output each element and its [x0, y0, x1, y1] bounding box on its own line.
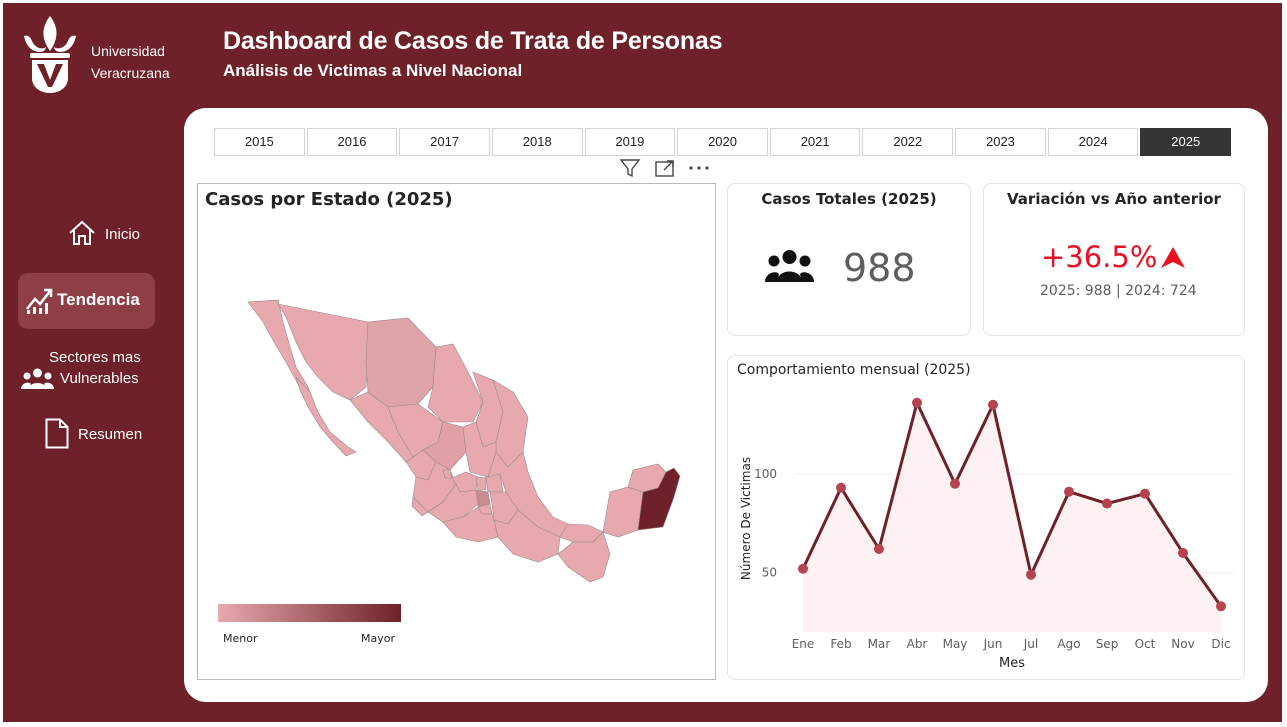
- filter-icon[interactable]: [619, 159, 641, 178]
- year-button-2024[interactable]: 2024: [1047, 128, 1139, 156]
- university-line2: Veracruzana: [91, 65, 170, 81]
- people-group-icon: [765, 250, 814, 282]
- trend-chart-icon: [26, 288, 53, 314]
- data-point-mar: [874, 544, 884, 555]
- year-button-2021[interactable]: 2021: [769, 128, 861, 156]
- sidebar-item-resumen[interactable]: Resumen: [45, 418, 145, 450]
- x-tick-label: Feb: [830, 637, 851, 651]
- map-title: Casos por Estado (2025): [205, 189, 453, 210]
- page-title: Dashboard de Casos de Trata de Personas: [223, 27, 723, 55]
- university-name: Universidad Veracruzana: [91, 40, 170, 84]
- x-tick-label: Mar: [868, 637, 891, 651]
- x-tick-label: May: [943, 637, 968, 651]
- kpi-variation-title: Variación vs Año anterior: [1007, 190, 1221, 208]
- sidebar-item-label: Resumen: [78, 426, 143, 443]
- year-button-2023[interactable]: 2023: [955, 128, 1046, 156]
- year-button-2016[interactable]: 2016: [306, 128, 398, 156]
- x-tick-label: Jul: [1023, 637, 1038, 651]
- monthly-line-chart[interactable]: 50 100 Ene Feb Mar Abr May Jun Jul Ago Sep Oct Nov Di…: [727, 355, 1243, 678]
- visual-toolbar: [619, 159, 709, 178]
- state-baja-california: [247, 299, 311, 393]
- map-color-legend: [218, 604, 401, 622]
- year-button-2019[interactable]: 2019: [584, 128, 676, 156]
- map-card: Casos por Estado (2025): [197, 183, 716, 680]
- x-tick-label: Nov: [1171, 637, 1194, 651]
- kpi-total-title: Casos Totales (2025): [761, 190, 937, 208]
- sidebar-item-label-line2: Vulnerables: [60, 370, 139, 387]
- sidebar-item-label: Inicio: [105, 226, 141, 243]
- year-button-2017[interactable]: 2017: [399, 128, 490, 156]
- x-tick-label: Jun: [983, 637, 1003, 651]
- home-icon: [69, 220, 95, 245]
- data-point-jun: [988, 399, 998, 410]
- sidebar-item-label-line1: Sectores mas: [49, 349, 141, 366]
- legend-gradient-bar: [218, 604, 401, 622]
- y-axis-title: Número De Victimas: [739, 457, 753, 580]
- x-tick-label: Ago: [1057, 637, 1080, 651]
- people-group-icon: [21, 368, 54, 389]
- state-quintana-roo: [637, 467, 681, 531]
- state-chiapas: [557, 531, 611, 583]
- state-oaxaca: [493, 509, 561, 563]
- mexico-map[interactable]: [238, 292, 688, 592]
- kpi-variation-detail: 2025: 988 | 2024: 724: [1040, 283, 1197, 299]
- data-point-oct: [1140, 488, 1150, 499]
- data-point-sep: [1102, 498, 1112, 509]
- sidebar-item-sectores[interactable]: Sectores mas Vulnerables: [20, 348, 145, 392]
- kpi-total-value: 988: [843, 246, 916, 290]
- focus-mode-icon[interactable]: [655, 160, 674, 177]
- legend-high-label: Mayor: [361, 632, 395, 645]
- data-point-nov: [1178, 547, 1188, 558]
- data-point-abr: [912, 397, 922, 408]
- data-point-may: [950, 478, 960, 489]
- state-campeche: [602, 486, 644, 538]
- x-tick-label: Ene: [792, 637, 815, 651]
- x-tick-label: Dic: [1211, 637, 1230, 651]
- x-tick-label: Sep: [1096, 637, 1119, 651]
- data-point-feb: [836, 482, 846, 493]
- year-button-2020[interactable]: 2020: [677, 128, 768, 156]
- data-point-jul: [1026, 569, 1036, 580]
- y-tick-label: 100: [754, 467, 777, 481]
- uv-logo-icon: [24, 16, 76, 93]
- year-button-2015[interactable]: 2015: [214, 128, 305, 156]
- series-line: [801, 401, 1223, 608]
- state-guerrero: [442, 506, 499, 543]
- x-tick-label: Oct: [1135, 637, 1156, 651]
- state-sonora: [277, 303, 369, 401]
- state-coahuila: [427, 343, 484, 423]
- year-button-2025[interactable]: 2025: [1140, 128, 1232, 156]
- document-icon: [45, 418, 69, 449]
- sidebar-item-label: Tendencia: [57, 290, 140, 309]
- x-axis-title: Mes: [999, 656, 1025, 671]
- arrow-up-icon: [1161, 247, 1185, 268]
- sidebar-item-inicio[interactable]: Inicio: [68, 220, 158, 250]
- y-tick-label: 50: [762, 566, 777, 580]
- kpi-variation-card: Variación vs Año anterior: [983, 183, 1245, 336]
- kpi-variation-value: +36.5%: [1041, 240, 1158, 274]
- more-options-icon[interactable]: [689, 166, 709, 170]
- year-button-2022[interactable]: 2022: [862, 128, 954, 156]
- state-colima: [411, 496, 429, 517]
- data-point-ene: [798, 563, 808, 574]
- sidebar-item-tendencia[interactable]: Tendencia: [18, 273, 155, 329]
- university-line1: Universidad: [91, 43, 165, 59]
- legend-low-label: Menor: [223, 632, 258, 645]
- chart-title: Comportamiento mensual (2025): [737, 362, 971, 378]
- page-subtitle: Análisis de Victimas a Nivel Nacional: [223, 61, 523, 80]
- year-slicer: 2015 2016 2017 2018 2019 2020 2021 2022 2023 2024…: [214, 128, 1232, 156]
- state-queretaro: [475, 476, 487, 491]
- data-point-dic: [1216, 601, 1226, 612]
- data-point-ago: [1064, 486, 1074, 497]
- state-chihuahua: [365, 317, 437, 408]
- x-tick-label: Abr: [907, 637, 928, 651]
- state-baja-california-sur: [295, 376, 357, 457]
- kpi-total-card: Casos Totales (2025): [727, 183, 971, 336]
- series-area: [803, 402, 1221, 632]
- year-button-2018[interactable]: 2018: [491, 128, 583, 156]
